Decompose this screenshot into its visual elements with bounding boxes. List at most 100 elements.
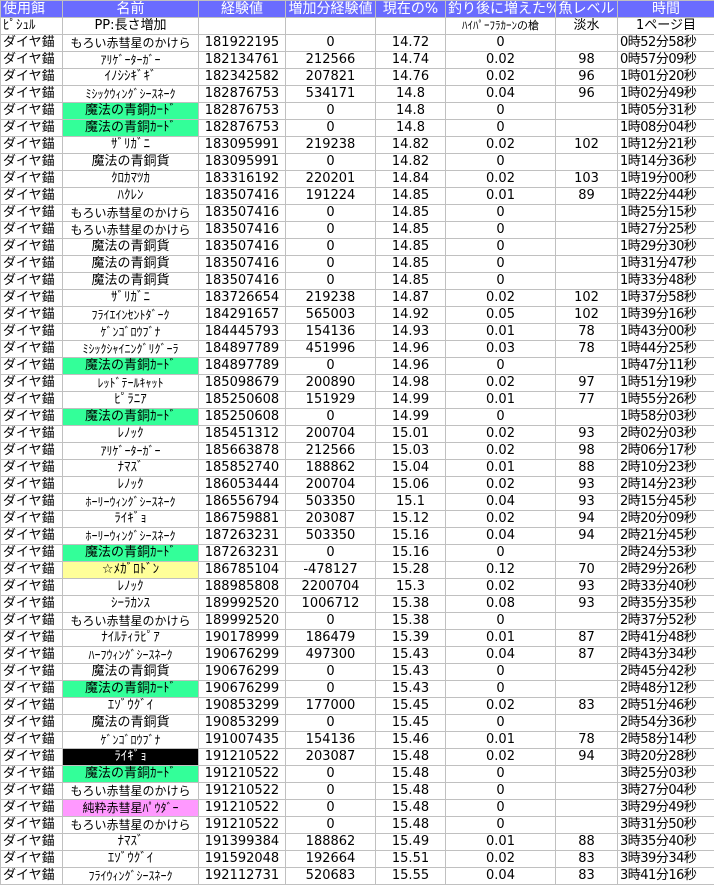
exp-gain-cell[interactable]: 212566 [285,442,376,460]
bait-cell[interactable]: ダイヤ錨 [0,782,63,800]
exp-cell[interactable]: 191399384 [198,833,286,851]
exp-cell[interactable]: 190676299 [198,663,286,681]
bait-cell[interactable]: ダイヤ錨 [0,289,63,307]
exp-cell[interactable]: 185663878 [198,442,286,460]
exp-gain-cell[interactable]: 177000 [285,697,376,715]
fish-level-cell[interactable]: 97 [555,374,618,392]
exp-cell[interactable]: 191210522 [198,765,286,783]
exp-cell[interactable]: 185852740 [198,459,286,477]
exp-cell[interactable]: 183507416 [198,221,286,239]
header-bait[interactable]: 使用餌 [0,0,63,18]
fish-level-cell[interactable]: 93 [555,493,618,511]
current-percent-cell[interactable]: 15.38 [375,595,446,613]
bait-cell[interactable]: ダイヤ錨 [0,493,63,511]
current-percent-cell[interactable]: 15.04 [375,459,446,477]
exp-gain-cell[interactable]: 1006712 [285,595,376,613]
fish-level-cell[interactable]: 94 [555,510,618,528]
exp-gain-cell[interactable]: 0 [285,238,376,256]
percent-gain-cell[interactable]: 0 [445,680,556,698]
subheader-cell[interactable]: ﾋﾟｼｭﾙ [0,17,63,35]
exp-gain-cell[interactable]: 0 [285,34,376,52]
time-cell[interactable]: 2時21分45秒 [617,527,714,545]
exp-gain-cell[interactable]: 0 [285,544,376,562]
current-percent-cell[interactable]: 14.85 [375,238,446,256]
fish-level-cell[interactable]: 102 [555,136,618,154]
name-cell[interactable]: ｸﾛｶﾏﾂｶ [62,170,199,188]
name-cell[interactable]: ｹﾞﾝｺﾞﾛｳﾌﾞﾅ [62,323,199,341]
current-percent-cell[interactable]: 14.84 [375,170,446,188]
fish-level-cell[interactable] [555,221,618,239]
fish-level-cell[interactable] [555,799,618,817]
current-percent-cell[interactable]: 14.85 [375,221,446,239]
exp-gain-cell[interactable]: 534171 [285,85,376,103]
current-percent-cell[interactable]: 15.12 [375,510,446,528]
percent-gain-cell[interactable]: 0.02 [445,136,556,154]
time-cell[interactable]: 3時29分49秒 [617,799,714,817]
bait-cell[interactable]: ダイヤ錨 [0,833,63,851]
fish-level-cell[interactable]: 83 [555,850,618,868]
time-cell[interactable]: 2時24分53秒 [617,544,714,562]
header-time[interactable]: 時間 [617,0,714,18]
time-cell[interactable]: 1時58分03秒 [617,408,714,426]
bait-cell[interactable]: ダイヤ錨 [0,170,63,188]
bait-cell[interactable]: ダイヤ錨 [0,578,63,596]
current-percent-cell[interactable]: 15.46 [375,731,446,749]
current-percent-cell[interactable]: 15.55 [375,867,446,885]
name-cell[interactable]: ﾊｰﾌｳｨﾝｸﾞｼｰｽﾈｰｸ [62,646,199,664]
name-cell[interactable]: ﾚﾉｯｸ [62,578,199,596]
fish-level-cell[interactable]: 83 [555,867,618,885]
name-cell[interactable]: 魔法の青銅貨 [62,663,199,681]
exp-cell[interactable]: 184897789 [198,357,286,375]
exp-cell[interactable]: 189992520 [198,595,286,613]
fish-level-cell[interactable]: 83 [555,697,618,715]
bait-cell[interactable]: ダイヤ錨 [0,102,63,120]
time-cell[interactable]: 1時02分49秒 [617,85,714,103]
bait-cell[interactable]: ダイヤ錨 [0,527,63,545]
percent-gain-cell[interactable]: 0 [445,663,556,681]
bait-cell[interactable]: ダイヤ錨 [0,544,63,562]
exp-cell[interactable]: 185250608 [198,408,286,426]
subheader-cell[interactable]: 1ページ目 [617,17,714,35]
subheader-cell[interactable]: 淡水 [555,17,618,35]
exp-cell[interactable]: 187263231 [198,527,286,545]
fish-level-cell[interactable]: 93 [555,476,618,494]
current-percent-cell[interactable]: 14.99 [375,408,446,426]
percent-gain-cell[interactable]: 0.01 [445,833,556,851]
exp-gain-cell[interactable]: 0 [285,782,376,800]
time-cell[interactable]: 0時57分09秒 [617,51,714,69]
exp-gain-cell[interactable]: 219238 [285,136,376,154]
exp-gain-cell[interactable]: 212566 [285,51,376,69]
exp-cell[interactable]: 184897789 [198,340,286,358]
exp-cell[interactable]: 186785104 [198,561,286,579]
current-percent-cell[interactable]: 14.8 [375,85,446,103]
percent-gain-cell[interactable]: 0 [445,408,556,426]
exp-gain-cell[interactable]: 154136 [285,731,376,749]
current-percent-cell[interactable]: 15.48 [375,816,446,834]
name-cell[interactable]: ﾚﾉｯｸ [62,476,199,494]
exp-cell[interactable]: 183507416 [198,272,286,290]
fish-level-cell[interactable] [555,663,618,681]
exp-gain-cell[interactable]: 0 [285,255,376,273]
current-percent-cell[interactable]: 14.99 [375,391,446,409]
exp-cell[interactable]: 183507416 [198,238,286,256]
percent-gain-cell[interactable]: 0 [445,255,556,273]
name-cell[interactable]: ﾗｲｷﾞｮ [62,748,199,766]
current-percent-cell[interactable]: 14.92 [375,306,446,324]
exp-gain-cell[interactable]: 154136 [285,323,376,341]
current-percent-cell[interactable]: 15.1 [375,493,446,511]
current-percent-cell[interactable]: 15.01 [375,425,446,443]
bait-cell[interactable]: ダイヤ錨 [0,612,63,630]
current-percent-cell[interactable]: 15.16 [375,527,446,545]
current-percent-cell[interactable]: 14.98 [375,374,446,392]
fish-level-cell[interactable] [555,272,618,290]
bait-cell[interactable]: ダイヤ錨 [0,595,63,613]
bait-cell[interactable]: ダイヤ錨 [0,306,63,324]
exp-cell[interactable]: 183507416 [198,187,286,205]
bait-cell[interactable]: ダイヤ錨 [0,34,63,52]
fish-level-cell[interactable]: 93 [555,425,618,443]
time-cell[interactable]: 2時10分23秒 [617,459,714,477]
bait-cell[interactable]: ダイヤ錨 [0,204,63,222]
current-percent-cell[interactable]: 15.51 [375,850,446,868]
percent-gain-cell[interactable]: 0 [445,153,556,171]
exp-cell[interactable]: 189992520 [198,612,286,630]
